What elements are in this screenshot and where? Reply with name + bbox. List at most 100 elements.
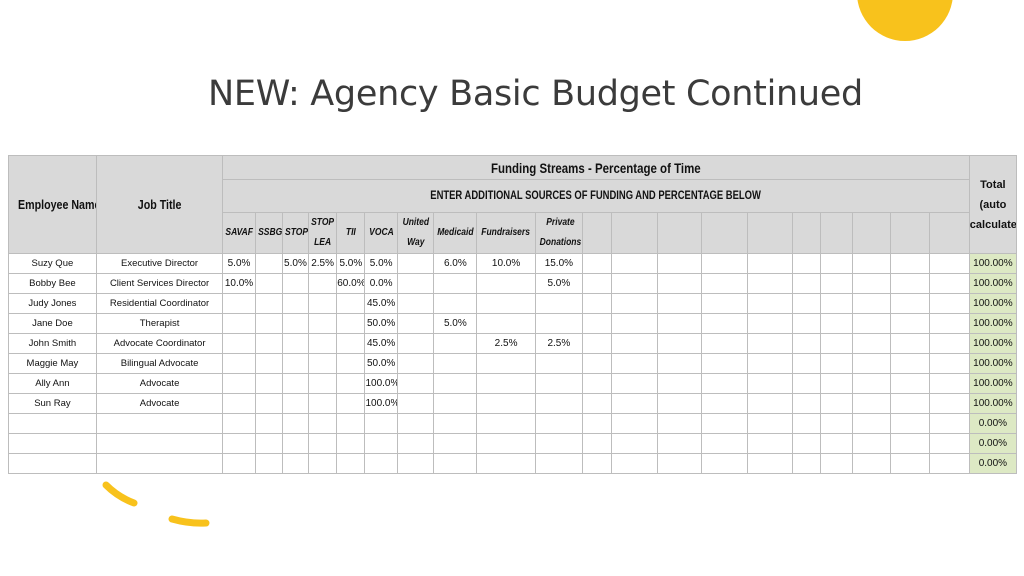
additional-source-cell[interactable] bbox=[747, 373, 794, 394]
job-title-cell[interactable]: Advocate Coordinator bbox=[95, 333, 224, 354]
total-cell[interactable]: 100.00% bbox=[968, 353, 1018, 374]
additional-source-cell[interactable] bbox=[657, 353, 703, 374]
employee-name-cell[interactable]: John Smith bbox=[8, 333, 97, 354]
additional-source-cell[interactable] bbox=[890, 373, 930, 394]
total-cell[interactable]: 100.00% bbox=[968, 293, 1018, 314]
additional-source-cell[interactable] bbox=[611, 373, 659, 394]
additional-source-cell[interactable] bbox=[747, 353, 794, 374]
additional-source-cell[interactable] bbox=[792, 273, 822, 294]
percentage-cell[interactable] bbox=[308, 333, 338, 354]
percentage-cell[interactable]: 45.0% bbox=[364, 333, 398, 354]
percentage-cell[interactable] bbox=[476, 313, 536, 334]
additional-source-cell[interactable] bbox=[611, 333, 659, 354]
percentage-cell[interactable] bbox=[396, 253, 435, 274]
percentage-cell[interactable] bbox=[534, 413, 583, 434]
additional-source-cell[interactable] bbox=[792, 453, 822, 474]
additional-source-cell[interactable] bbox=[820, 413, 853, 434]
additional-source-header-cell[interactable] bbox=[611, 212, 659, 254]
additional-source-cell[interactable] bbox=[890, 433, 930, 454]
additional-source-cell[interactable] bbox=[792, 293, 822, 314]
additional-source-cell[interactable] bbox=[581, 353, 613, 374]
employee-name-cell[interactable] bbox=[8, 453, 97, 474]
total-cell[interactable]: 100.00% bbox=[968, 373, 1018, 394]
additional-source-cell[interactable] bbox=[820, 253, 853, 274]
percentage-cell[interactable]: 60.0% bbox=[336, 273, 366, 294]
total-cell[interactable]: 100.00% bbox=[968, 333, 1018, 354]
percentage-cell[interactable] bbox=[476, 273, 536, 294]
percentage-cell[interactable] bbox=[396, 413, 435, 434]
percentage-cell[interactable] bbox=[433, 293, 478, 314]
job-title-cell[interactable] bbox=[95, 433, 224, 454]
additional-source-cell[interactable] bbox=[611, 433, 659, 454]
percentage-cell[interactable] bbox=[534, 353, 583, 374]
additional-source-cell[interactable] bbox=[890, 273, 930, 294]
percentage-cell[interactable] bbox=[336, 413, 366, 434]
job-title-cell[interactable]: Client Services Director bbox=[95, 273, 224, 294]
percentage-cell[interactable] bbox=[222, 413, 256, 434]
percentage-cell[interactable]: 0.0% bbox=[364, 273, 398, 294]
percentage-cell[interactable] bbox=[281, 273, 310, 294]
percentage-cell[interactable] bbox=[308, 313, 338, 334]
additional-source-cell[interactable] bbox=[928, 453, 970, 474]
percentage-cell[interactable]: 45.0% bbox=[364, 293, 398, 314]
additional-source-cell[interactable] bbox=[747, 393, 794, 414]
employee-name-cell[interactable]: Suzy Que bbox=[8, 253, 97, 274]
percentage-cell[interactable] bbox=[534, 393, 583, 414]
additional-source-cell[interactable] bbox=[701, 253, 749, 274]
additional-source-cell[interactable] bbox=[581, 413, 613, 434]
percentage-cell[interactable] bbox=[364, 413, 398, 434]
percentage-cell[interactable] bbox=[281, 413, 310, 434]
additional-source-header-cell[interactable] bbox=[747, 212, 794, 254]
percentage-cell[interactable] bbox=[433, 373, 478, 394]
total-cell[interactable]: 100.00% bbox=[968, 393, 1018, 414]
additional-source-cell[interactable] bbox=[820, 293, 853, 314]
additional-source-cell[interactable] bbox=[657, 313, 703, 334]
employee-name-cell[interactable]: Ally Ann bbox=[8, 373, 97, 394]
percentage-cell[interactable] bbox=[534, 433, 583, 454]
additional-source-cell[interactable] bbox=[928, 413, 970, 434]
percentage-cell[interactable] bbox=[433, 333, 478, 354]
percentage-cell[interactable] bbox=[281, 333, 310, 354]
additional-source-cell[interactable] bbox=[851, 333, 892, 354]
percentage-cell[interactable] bbox=[222, 313, 256, 334]
percentage-cell[interactable] bbox=[396, 353, 435, 374]
percentage-cell[interactable] bbox=[222, 293, 256, 314]
job-title-cell[interactable]: Bilingual Advocate bbox=[95, 353, 224, 374]
additional-source-cell[interactable] bbox=[820, 433, 853, 454]
additional-source-cell[interactable] bbox=[657, 413, 703, 434]
percentage-cell[interactable] bbox=[396, 273, 435, 294]
additional-source-cell[interactable] bbox=[657, 333, 703, 354]
additional-source-cell[interactable] bbox=[747, 433, 794, 454]
additional-source-cell[interactable] bbox=[928, 293, 970, 314]
percentage-cell[interactable] bbox=[433, 393, 478, 414]
additional-source-cell[interactable] bbox=[851, 433, 892, 454]
additional-source-header-cell[interactable] bbox=[890, 212, 930, 254]
percentage-cell[interactable] bbox=[396, 293, 435, 314]
percentage-cell[interactable] bbox=[534, 293, 583, 314]
additional-source-cell[interactable] bbox=[747, 273, 794, 294]
additional-source-cell[interactable] bbox=[657, 373, 703, 394]
percentage-cell[interactable] bbox=[308, 373, 338, 394]
additional-source-cell[interactable] bbox=[820, 453, 853, 474]
employee-name-cell[interactable]: Jane Doe bbox=[8, 313, 97, 334]
percentage-cell[interactable] bbox=[336, 353, 366, 374]
percentage-cell[interactable] bbox=[336, 453, 366, 474]
percentage-cell[interactable] bbox=[254, 253, 283, 274]
additional-source-cell[interactable] bbox=[792, 313, 822, 334]
percentage-cell[interactable] bbox=[281, 353, 310, 374]
percentage-cell[interactable] bbox=[308, 353, 338, 374]
percentage-cell[interactable] bbox=[222, 393, 256, 414]
percentage-cell[interactable] bbox=[222, 453, 256, 474]
percentage-cell[interactable]: 2.5% bbox=[534, 333, 583, 354]
additional-source-cell[interactable] bbox=[792, 373, 822, 394]
additional-source-cell[interactable] bbox=[701, 293, 749, 314]
employee-name-cell[interactable] bbox=[8, 413, 97, 434]
percentage-cell[interactable] bbox=[433, 433, 478, 454]
percentage-cell[interactable] bbox=[308, 433, 338, 454]
additional-source-cell[interactable] bbox=[657, 393, 703, 414]
percentage-cell[interactable] bbox=[222, 373, 256, 394]
total-cell[interactable]: 100.00% bbox=[968, 273, 1018, 294]
percentage-cell[interactable] bbox=[534, 453, 583, 474]
percentage-cell[interactable] bbox=[433, 273, 478, 294]
additional-source-cell[interactable] bbox=[611, 393, 659, 414]
